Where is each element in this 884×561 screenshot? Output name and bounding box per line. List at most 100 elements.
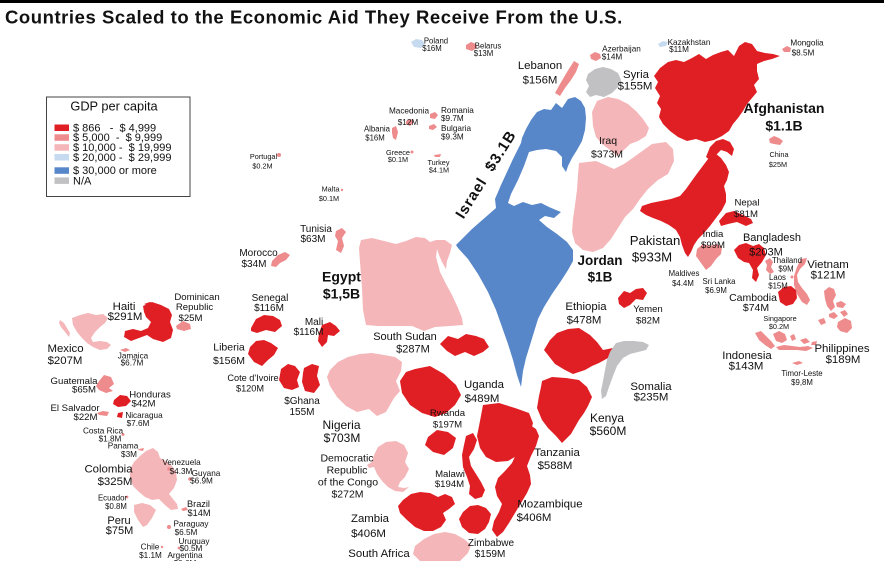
svg-text:India: India [703,229,724,240]
svg-text:Portugal: Portugal [250,152,278,161]
svg-text:$16M: $16M [422,44,442,53]
svg-text:$703M: $703M [324,431,361,445]
svg-text:Brazil: Brazil [187,499,210,509]
svg-text:$1.8M: $1.8M [99,435,122,444]
svg-text:$116M: $116M [254,303,284,314]
svg-text:$42M: $42M [132,399,156,410]
svg-text:$4.1M: $4.1M [429,166,449,175]
svg-text:$560M: $560M [590,424,627,438]
svg-text:Peru: Peru [107,515,130,527]
svg-text:Singapore: Singapore [763,314,796,323]
svg-text:$25M: $25M [769,160,787,169]
svg-text:$0.1M: $0.1M [388,155,408,164]
svg-text:$325M: $325M [98,476,133,488]
svg-text:Pakistan: Pakistan [630,233,681,248]
svg-text:Venezuela: Venezuela [162,458,201,467]
svg-text:Albania: Albania [364,125,391,134]
svg-text:Ethiopia: Ethiopia [565,301,607,313]
svg-text:Kenya: Kenya [590,411,624,425]
svg-text:$Ghana: $Ghana [284,396,320,407]
svg-text:Egypt: Egypt [322,269,361,285]
svg-text:Macedonia: Macedonia [389,107,430,116]
svg-text:Uganda: Uganda [464,379,505,391]
svg-text:$16M: $16M [365,134,385,143]
svg-text:$4.3M: $4.3M [170,467,193,476]
svg-text:Somalia: Somalia [630,381,672,393]
svg-text:$933M: $933M [632,250,672,265]
svg-text:$3M: $3M [121,450,137,459]
svg-text:$82M: $82M [636,316,660,327]
svg-text:$156M: $156M [523,75,558,87]
svg-text:$121M: $121M [811,270,846,282]
svg-text:Greece: Greece [386,148,410,157]
svg-text:$ 20,000 - $ 29,999: $ 20,000 - $ 29,999 [73,152,171,164]
svg-text:$14M: $14M [188,508,211,518]
svg-text:$287M: $287M [396,344,430,356]
svg-text:Zambia: Zambia [351,513,390,525]
svg-text:$4.4M: $4.4M [672,279,694,288]
svg-text:Syria: Syria [623,69,650,81]
svg-text:Malawi: Malawi [435,469,465,480]
svg-text:$ 866 - $ 4,999: $ 866 - $ 4,999 [73,123,156,135]
svg-text:$373M: $373M [591,149,623,161]
svg-text:Nepal: Nepal [734,198,759,209]
svg-text:Bulgaria: Bulgaria [441,124,471,133]
svg-text:Mongolia: Mongolia [790,39,824,48]
svg-text:GDP per capita: GDP per capita [70,99,158,114]
svg-text:Tanzania: Tanzania [534,447,580,459]
svg-text:Democratic: Democratic [320,453,373,465]
svg-text:$0.5M: $0.5M [180,544,203,553]
svg-text:$197M: $197M [433,420,462,431]
svg-text:Chile: Chile [141,543,160,552]
svg-text:$ 5,000 - $ 9,999: $ 5,000 - $ 9,999 [73,132,162,144]
svg-text:$189M: $189M [826,354,861,366]
svg-text:$406M: $406M [517,512,552,524]
svg-text:Mali: Mali [305,317,323,328]
svg-text:$99M: $99M [701,240,725,251]
svg-text:Morocco: Morocco [239,248,278,259]
svg-text:$9M: $9M [778,265,793,274]
svg-text:Countries Scaled to the Econom: Countries Scaled to the Economic Aid The… [5,7,623,28]
svg-text:$63M: $63M [300,234,325,245]
svg-text:$235M: $235M [634,392,669,404]
svg-text:$6.5M: $6.5M [175,528,198,537]
svg-text:South Sudan: South Sudan [373,331,437,343]
svg-text:$0.8M: $0.8M [105,502,127,511]
svg-text:Tunisia: Tunisia [300,224,332,235]
svg-text:$9.7M: $9.7M [441,114,464,123]
svg-text:Republic: Republic [176,302,214,313]
svg-text:Republic: Republic [327,465,368,477]
svg-text:$588M: $588M [538,460,573,472]
svg-text:$116M: $116M [294,327,324,338]
svg-text:$9,8M: $9,8M [791,378,813,387]
svg-text:Bangladesh: Bangladesh [743,232,801,244]
svg-text:Romania: Romania [441,106,474,115]
svg-text:Jamaica: Jamaica [118,352,149,361]
svg-text:$7.6M: $7.6M [127,419,150,428]
svg-text:$203M: $203M [749,247,783,259]
svg-text:$1B: $1B [588,270,613,285]
svg-text:$0.6M: $0.6M [174,559,197,561]
svg-text:$14M: $14M [602,53,623,62]
svg-text:$22M: $22M [74,412,98,423]
svg-text:$489M: $489M [465,393,500,405]
svg-text:Laos: Laos [769,273,786,282]
svg-text:$0.2M: $0.2M [769,322,789,331]
svg-text:Uruguay: Uruguay [179,537,211,546]
svg-text:Poland: Poland [424,37,448,46]
svg-text:$ 10,000 - $ 19,999: $ 10,000 - $ 19,999 [73,142,171,154]
svg-text:Guyana: Guyana [192,469,221,478]
svg-text:China: China [769,150,789,159]
svg-text:South Africa: South Africa [348,548,410,560]
svg-text:Zimbabwe: Zimbabwe [468,538,515,549]
svg-text:$75M: $75M [106,525,134,537]
svg-text:$74M: $74M [743,302,769,314]
svg-text:$6.7M: $6.7M [121,359,144,368]
svg-text:Turkey: Turkey [427,158,449,167]
svg-text:Cambodia: Cambodia [729,292,777,304]
svg-text:$15M: $15M [768,282,788,291]
svg-text:Yemen: Yemen [633,304,663,315]
svg-text:Colombia: Colombia [84,464,133,476]
svg-text:$0.1M: $0.1M [319,194,339,203]
svg-text:Malta: Malta [322,185,341,194]
